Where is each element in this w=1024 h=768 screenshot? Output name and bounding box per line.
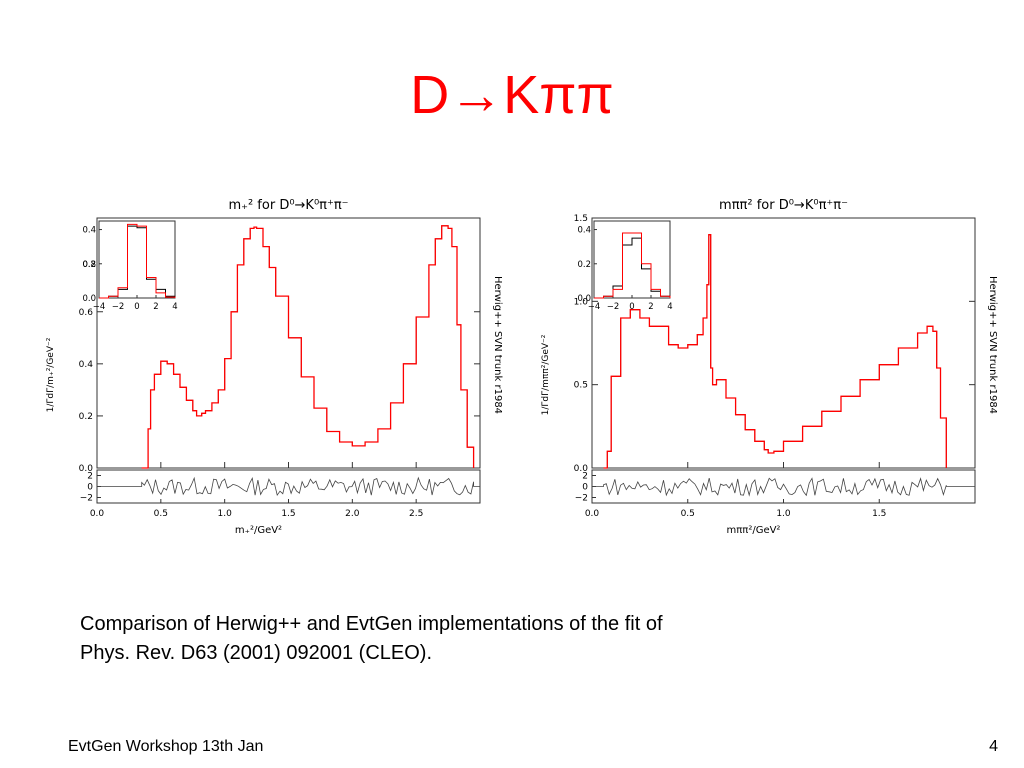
ratio-residual-line [592, 477, 975, 497]
x-axis-label: mππ²/GeV² [727, 525, 781, 536]
y-tick-label: 0.4 [79, 360, 94, 370]
x-tick-label: 1.5 [281, 509, 295, 519]
side-label: Herwig++ SVN trunk r1984 [492, 276, 503, 414]
inset-x-tick-label: 2 [153, 302, 158, 312]
series-line-herwig [603, 234, 947, 469]
inset-x-tick-label: −4 [93, 302, 106, 312]
y-tick-label: 1.0 [574, 297, 589, 307]
ratio-y-tick-label: −2 [80, 494, 93, 504]
x-tick-label: 0.5 [154, 509, 168, 519]
x-tick-label: 0.0 [585, 509, 600, 519]
inset-x-tick-label: −4 [588, 302, 601, 312]
inset-frame [98, 220, 176, 299]
ratio-y-tick-label: 2 [582, 472, 588, 482]
ratio-y-tick-label: 2 [87, 472, 93, 482]
y-tick-label: 0.2 [79, 412, 93, 422]
inset-x-tick-label: 0 [134, 302, 139, 312]
caption: Comparison of Herwig++ and EvtGen implem… [80, 610, 880, 668]
inset-frame [593, 220, 671, 299]
ratio-y-tick-label: 0 [87, 483, 93, 493]
footer-text: EvtGen Workshop 13th Jan [68, 738, 264, 755]
m-pipi-squared-plot: mππ² for D⁰→K⁰π⁺π⁻ Herwig++ SVN trunk r19… [541, 198, 998, 536]
x-tick-label: 1.0 [776, 509, 791, 519]
y-tick-label: 1.5 [574, 214, 588, 224]
inset-x-tick-label: 0 [629, 302, 634, 312]
y-axis-label: 1/ΓdΓ/mππ²/GeV⁻² [541, 334, 551, 415]
series-line-herwig [141, 225, 475, 469]
x-axis-label: m₊²/GeV² [235, 525, 282, 536]
y-tick-label: 0.0 [79, 464, 94, 474]
x-tick-label: 0.5 [681, 509, 695, 519]
inset-y-tick-label: 0.0 [82, 294, 96, 304]
inset-y-tick-label: 0.2 [577, 260, 591, 270]
series-line-evtgen [141, 225, 474, 469]
inset-x-tick-label: −2 [112, 302, 125, 312]
x-tick-label: 1.5 [872, 509, 886, 519]
inset-x-tick-label: −2 [607, 302, 620, 312]
side-label: Herwig++ SVN trunk r1984 [987, 276, 998, 414]
y-tick-label: 0.5 [574, 381, 588, 391]
y-tick-label: 0.6 [79, 308, 94, 318]
y-tick-label: 0.0 [574, 464, 589, 474]
ratio-residual-line [97, 476, 480, 497]
chart-title: mππ² for D⁰→K⁰π⁺π⁻ [719, 198, 848, 213]
caption-line-1: Comparison of Herwig++ and EvtGen implem… [80, 613, 663, 635]
inset-x-tick-label: 4 [667, 302, 672, 312]
ratio-y-tick-label: −2 [575, 494, 588, 504]
x-tick-label: 2.5 [409, 509, 423, 519]
inset-x-tick-label: 2 [648, 302, 653, 312]
x-tick-label: 0.0 [90, 509, 105, 519]
inset-y-tick-label: 0.0 [577, 294, 591, 304]
inset-y-tick-label: 0.2 [82, 260, 96, 270]
inset-series-herwig [99, 223, 176, 299]
ratio-y-tick-label: 0 [582, 483, 588, 493]
inset-x-tick-label: 4 [172, 302, 177, 312]
inset-y-tick-label: 0.4 [82, 226, 96, 236]
x-tick-label: 2.0 [345, 509, 360, 519]
chart-title: m₊² for D⁰→K⁰π⁺π⁻ [228, 198, 348, 213]
inset-series-herwig [594, 232, 671, 299]
page-number: 4 [989, 738, 998, 755]
y-axis-label: 1/ΓdΓ/m₊²/GeV⁻² [46, 337, 56, 412]
inset-y-tick-label: 0.4 [577, 226, 591, 236]
inset-y-overlap-label: 0.8 [82, 260, 96, 270]
caption-line-2: Phys. Rev. D63 (2001) 092001 (CLEO). [80, 642, 433, 664]
slide-title: D→Kππ [410, 65, 614, 125]
m-plus-squared-plot: m₊² for D⁰→K⁰π⁺π⁻ Herwig++ SVN trunk r198… [46, 198, 503, 536]
x-tick-label: 1.0 [218, 509, 233, 519]
